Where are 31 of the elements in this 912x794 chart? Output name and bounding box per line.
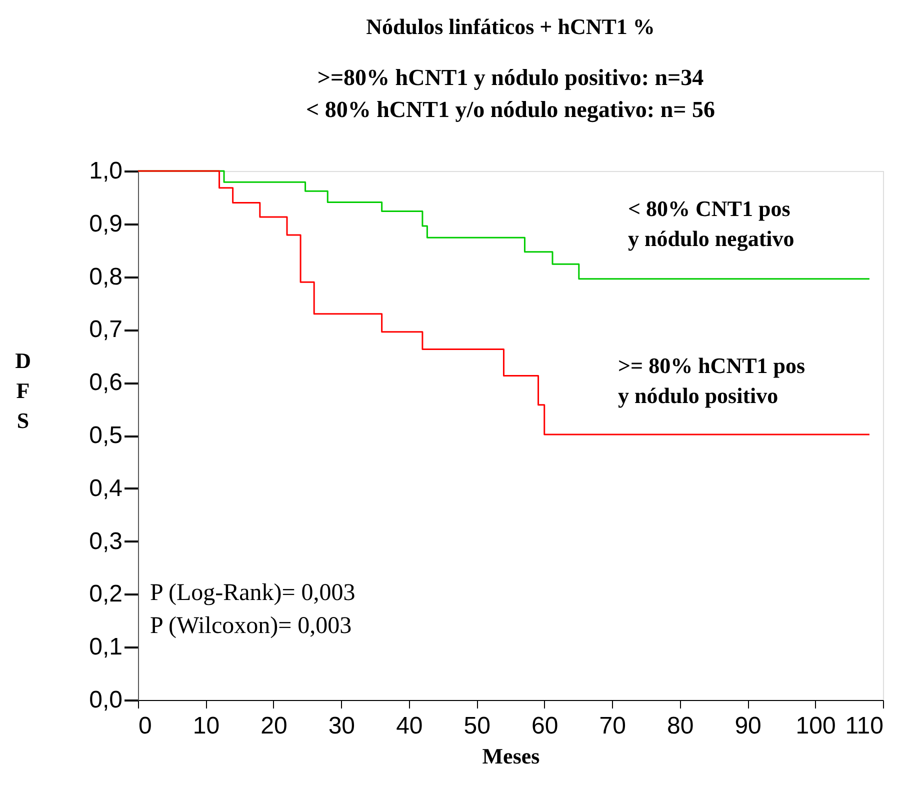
x-tick-label: 60: [532, 712, 558, 740]
y-tick-label: 0,6: [89, 369, 122, 396]
y-tick-label: 1,0: [89, 158, 122, 184]
y-tick-label: 0,7: [89, 316, 122, 344]
x-tick-label: 110: [845, 712, 884, 740]
y-tick-label: 0,0: [89, 686, 122, 714]
x-tick-label: 100: [796, 712, 836, 740]
chart-subtitle: >=80% hCNT1 y nódulo positivo: n=34 < 80% hCNT1 y/o nódulo negativo: n= 56: [306, 65, 715, 123]
x-tick-label: 40: [396, 712, 423, 740]
y-tick-label: 0,5: [89, 422, 122, 449]
x-tick-label: 0: [138, 712, 152, 740]
y-tick-label: 0,4: [89, 474, 122, 502]
series-label: < 80% CNT1 pos y nódulo negativo: [628, 196, 794, 251]
x-tick-label: 20: [260, 712, 288, 740]
x-tick-label: 30: [328, 712, 356, 740]
x-tick-label: 70: [599, 712, 626, 740]
y-axis-title: D F S: [15, 348, 31, 433]
x-tick-label: 80: [666, 712, 694, 740]
y-tick-label: 0,3: [89, 528, 122, 555]
x-axis-title: Meses: [482, 744, 540, 768]
x-tick-label: 50: [464, 712, 490, 740]
y-tick-label: 0,1: [89, 634, 122, 661]
x-tick-label: 10: [192, 712, 220, 740]
annotation: P (Log-Rank)= 0,003: [150, 580, 356, 606]
y-tick-label: 0,2: [89, 580, 122, 608]
y-tick-label: 0,9: [89, 210, 122, 238]
annotation: P (Wilcoxon)= 0,003: [150, 613, 352, 639]
series-label: >= 80% hCNT1 pos y nódulo positivo: [618, 353, 806, 408]
x-tick-label: 90: [734, 712, 762, 740]
y-tick-label: 0,8: [89, 263, 122, 290]
chart-title: Nódulos linfáticos + hCNT1 %: [366, 14, 655, 39]
